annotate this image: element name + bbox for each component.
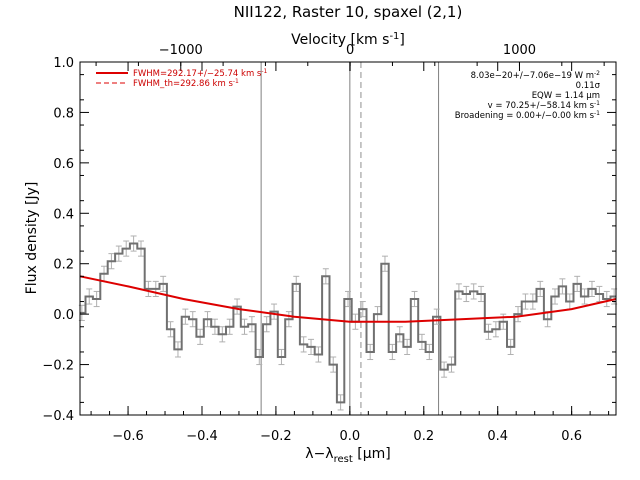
x-axis-label-main: λ−λ — [305, 446, 333, 462]
x-tick-label-6: 0.6 — [561, 429, 582, 444]
top-tick-label-2: 1000 — [503, 43, 536, 58]
x-tick-label-1: −0.4 — [186, 429, 218, 444]
y-tick-label-7: 1.0 — [53, 56, 74, 71]
top-axis-label-main: Velocity [km s — [291, 32, 389, 48]
x-tick-label-4: 0.2 — [413, 429, 434, 444]
chart-title: NII122, Raster 10, spaxel (2,1) — [234, 3, 463, 21]
legend-label-sup-1: -1 — [233, 78, 239, 85]
plot-area: −0.6 −0.4 −0.2 0.0 0.2 0.4 0.6 −1000 0 1000 −0.4 −0… — [42, 43, 618, 444]
spectrum-step-line — [80, 242, 616, 404]
annotation-2: EQW = 1.14 μm — [532, 91, 600, 101]
y-tick-label-6: 0.8 — [53, 106, 74, 121]
y-tick-label-0: −0.4 — [42, 409, 74, 424]
y-tick-label-4: 0.4 — [53, 207, 74, 222]
annotation-text-1: 0.11σ — [576, 81, 601, 91]
x-axis-label-unit: [μm] — [353, 446, 391, 462]
y-tick-label-3: 0.2 — [53, 258, 74, 273]
annotation-sup-3: -1 — [594, 100, 600, 107]
legend-label-text-0: FWHM=292.17+/−25.74 km s — [133, 69, 262, 79]
x-tick-label-5: 0.4 — [487, 429, 508, 444]
annotation-3: v = 70.25+/−58.14 km s-1 — [488, 100, 601, 111]
legend-label-sup-0: -1 — [261, 68, 267, 75]
y-tick-label-1: −0.2 — [42, 359, 74, 374]
top-axis-label-close: ] — [399, 32, 404, 48]
plot-frame — [79, 61, 617, 416]
top-axis-label-sup: -1 — [389, 31, 399, 42]
top-tick-label-1: 0 — [346, 43, 354, 58]
annotation-text-0: 8.03e−20+/−7.06e−19 W m — [471, 71, 594, 81]
annotation-text-3: v = 70.25+/−58.14 km s — [488, 101, 595, 111]
y-tick-label-5: 0.6 — [53, 157, 74, 172]
y-axis-label: Flux density [Jy] — [24, 182, 40, 295]
x-tick-label-0: −0.6 — [112, 429, 144, 444]
legend-label-0: FWHM=292.17+/−25.74 km s-1 — [133, 68, 268, 79]
fit-curve — [79, 275, 617, 323]
x-axis-label: λ−λrest [μm] — [305, 446, 390, 465]
annotation-1: 0.11σ — [576, 81, 601, 91]
annotation-text-4: Broadening = 0.00+/−0.00 km s — [455, 111, 595, 121]
annotation-4: Broadening = 0.00+/−0.00 km s-1 — [455, 110, 600, 121]
x-axis-label-sub: rest — [334, 454, 353, 465]
annotation-0: 8.03e−20+/−7.06e−19 W m-2 — [471, 70, 601, 81]
top-tick-label-0: −1000 — [159, 43, 203, 58]
x-tick-label-2: −0.2 — [260, 429, 292, 444]
annotation-text-2: EQW = 1.14 μm — [532, 91, 600, 101]
x-tick-label-3: 0.0 — [340, 429, 361, 444]
top-axis-label: Velocity [km s-1] — [291, 31, 405, 48]
annotation-sup-4: -1 — [594, 110, 600, 117]
y-tick-label-2: 0.0 — [53, 308, 74, 323]
annotation-sup-0: -2 — [594, 70, 600, 77]
legend-label-text-1: FWHM_th=292.86 km s — [133, 79, 233, 89]
legend-label-1: FWHM_th=292.86 km s-1 — [133, 78, 239, 89]
